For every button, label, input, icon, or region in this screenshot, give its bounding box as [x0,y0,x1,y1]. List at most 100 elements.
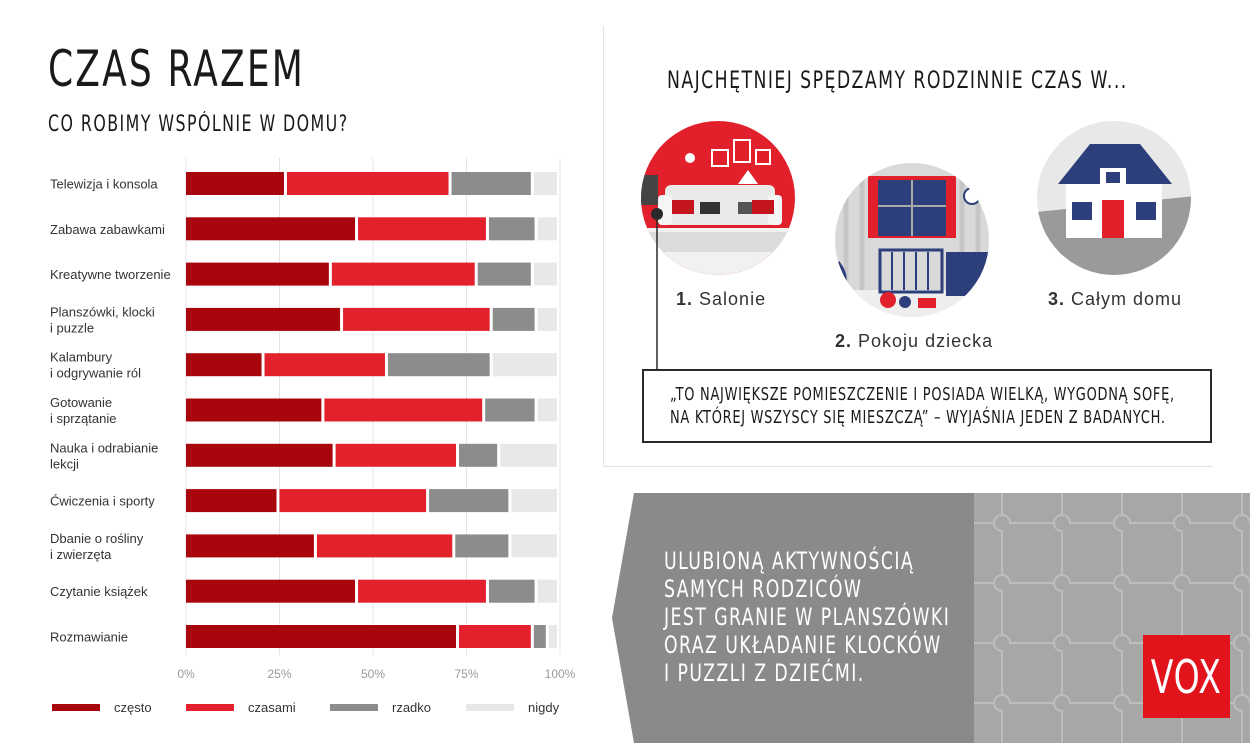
category-label: Rozmawianie [50,630,128,645]
bar-segment [492,353,557,377]
page-title: CZAS RAZEM [48,40,305,98]
bar-segment [459,443,498,467]
bar-segment [537,217,557,241]
bar-segment [186,307,341,331]
category-label-line: Dbanie o rośliny [50,531,144,546]
bar-segment [455,534,509,558]
vox-logo: VOX [1143,635,1230,718]
kids-room-icon [835,163,989,317]
category-label-line: Zabawa zabawkami [50,222,165,237]
bar-segment [358,579,486,603]
bar-segment [186,489,277,513]
parents-activity-text: ULUBIONĄ AKTYWNOŚCIĄ SAMYCH RODZICÓW JES… [664,547,951,687]
place-label-2: 2. Pokoju dziecka [835,331,993,352]
bar-segment [533,625,546,648]
place-number: 3. [1048,289,1066,309]
bar-segment [264,353,385,377]
bar-segment [387,353,490,377]
bar-segment [335,443,457,467]
category-label-line: i zwierzęta [50,547,112,562]
legend-label: czasami [248,700,296,715]
bar-segment [548,625,557,648]
page-subtitle: CO ROBIMY WSPÓLNIE W DOMU? [48,112,349,137]
bar-segment [533,172,557,195]
legend-label: nigdy [528,700,560,715]
place-number: 1. [676,289,694,309]
category-label: Kreatywne tworzenie [50,267,171,282]
legend-label: rzadko [392,700,432,715]
legend-swatch [52,704,100,711]
category-label-line: Gotowanie [50,395,112,410]
quote-box: „TO NAJWIĘKSZE POMIESZCZENIE I POSIADA W… [642,369,1212,443]
legend-item: często [52,700,152,715]
bar-segment [488,217,535,241]
bar-segment [451,172,531,195]
vertical-divider [603,26,604,466]
bar-segment [186,579,356,603]
x-tick-label: 100% [545,667,576,681]
bar-segment [537,398,557,422]
bar-segment [324,398,483,422]
bar-segment [279,489,427,513]
bar-segment [286,172,449,195]
category-label: Ćwiczenia i sporty [50,494,155,509]
legend-swatch [330,704,378,711]
place-label-1: 1. Salonie [676,289,766,310]
place-name: Pokoju dziecka [858,331,994,351]
category-label-line: Kalambury [50,350,113,365]
category-label-line: Kreatywne tworzenie [50,267,171,282]
category-label-line: lekcji [50,456,79,471]
bar-segment [511,534,557,558]
bar-segment [186,398,322,422]
category-label: Planszówki, klocki i puzzle [50,304,155,335]
bar-segment [477,262,531,286]
bar-segment [186,262,329,286]
stacked-bar-chart: 0% 25% 50% 75% 100% Telewizja i konsola Zabawa… [50,158,576,681]
legend-swatch [186,704,234,711]
living-room-icon [641,121,795,275]
bar-segment [537,307,557,331]
place-label-3: 3. Całym domu [1048,289,1182,310]
category-label-line: Telewizja i konsola [50,177,158,192]
category-label: Dbanie o rośliny i zwierzęta [50,531,144,562]
category-label: Nauka i odrabianie lekcji [50,440,158,471]
bar-segment [429,489,509,513]
category-label: Kalambury i odgrywanie ról [50,350,141,381]
connector-dot-top [651,208,663,220]
bar-segment [537,579,557,603]
category-label-line: i sprzątanie [50,411,116,426]
category-label-line: Planszówki, klocki [50,304,155,319]
bar-segment [511,489,557,513]
category-label-line: i odgrywanie ról [50,366,141,381]
legend-item: czasami [186,700,296,715]
bar-segment [331,262,475,286]
x-tick-label: 0% [177,667,195,681]
quote-text: „TO NAJWIĘKSZE POMIESZCZENIE I POSIADA W… [670,384,1175,428]
place-name: Całym domu [1071,289,1183,309]
bar-segment [358,217,486,241]
vox-logo-text: VOX [1151,649,1222,704]
bar-segment [186,534,314,558]
category-label: Telewizja i konsola [50,177,158,192]
legend-label: często [114,700,152,715]
legend-swatch [466,704,514,711]
category-label: Zabawa zabawkami [50,222,165,237]
bar-segment [485,398,535,422]
bar-segment [316,534,453,558]
place-name: Salonie [699,289,767,309]
category-label-line: Czytanie książek [50,584,148,599]
category-label: Czytanie książek [50,584,148,599]
place-number: 2. [835,331,853,351]
bar-segment [186,217,356,241]
category-label: Gotowanie i sprzątanie [50,395,116,426]
category-label-line: Rozmawianie [50,630,128,645]
x-tick-label: 50% [361,667,385,681]
horizontal-divider [603,466,1213,467]
bar-segment [186,625,457,648]
chart-legend: często czasami rzadko nigdy [52,700,572,724]
legend-item: nigdy [466,700,559,715]
x-tick-label: 75% [454,667,478,681]
bar-segment [500,443,557,467]
bar-segment [186,443,333,467]
